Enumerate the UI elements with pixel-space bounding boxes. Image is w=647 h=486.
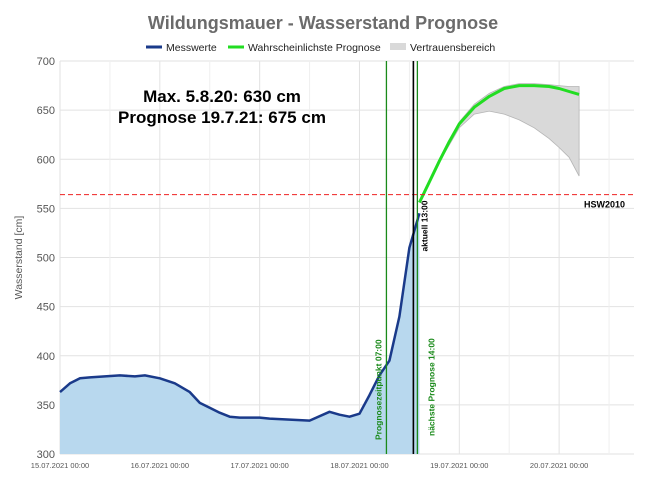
x-tick-label: 18.07.2021 00:00: [330, 461, 388, 470]
y-axis-label: Wasserstand [cm]: [13, 216, 25, 300]
y-tick-label: 450: [37, 302, 55, 314]
current-time-line-label: aktuell 13:00: [419, 200, 429, 251]
forecast-line: [418, 84, 580, 204]
next-forecast-line-label: nächste Prognose 14:00: [426, 338, 436, 436]
y-tick-label: 600: [37, 154, 55, 166]
x-tick-label: 17.07.2021 00:00: [230, 461, 288, 470]
confidence-band: [419, 83, 580, 203]
measured-line: [59, 212, 421, 422]
legend-label: Messwerte: [166, 42, 217, 54]
y-tick-label: 700: [37, 56, 55, 68]
annotations: Max. 5.8.20: 630 cm Prognose 19.7.21: 67…: [118, 87, 326, 127]
y-tick-label: 550: [37, 203, 55, 215]
legend-label: Vertrauensbereich: [410, 42, 495, 54]
y-tick-label: 300: [37, 449, 55, 461]
annotation-max: Max. 5.8.20: 630 cm: [143, 87, 301, 106]
plot-area: 300 350 400 450 500 550 600 650 700 15.07.2021 00…: [31, 56, 634, 470]
y-tick-label: 400: [37, 351, 55, 363]
legend-swatch: [390, 43, 406, 50]
chart-title: Wildungsmauer - Wasserstand Prognose: [148, 13, 498, 33]
y-tick-label: 350: [37, 400, 55, 412]
forecast-time-line-label: Prognosezeitpunkt 07:00: [373, 339, 383, 440]
annotation-forecast: Prognose 19.7.21: 675 cm: [118, 108, 326, 127]
x-tick-label: 15.07.2021 00:00: [31, 461, 89, 470]
y-tick-label: 500: [37, 253, 55, 265]
legend-label: Wahrscheinlichste Prognose: [248, 42, 381, 54]
hsw-label: HSW2010: [584, 200, 625, 210]
measured-area: [60, 213, 420, 454]
x-tick-label: 20.07.2021 00:00: [530, 461, 588, 470]
legend: Messwerte Wahrscheinlichste Prognose Vertr…: [146, 42, 495, 54]
x-tick-label: 19.07.2021 00:00: [430, 461, 488, 470]
x-tick-label: 16.07.2021 00:00: [131, 461, 189, 470]
y-tick-label: 650: [37, 105, 55, 117]
